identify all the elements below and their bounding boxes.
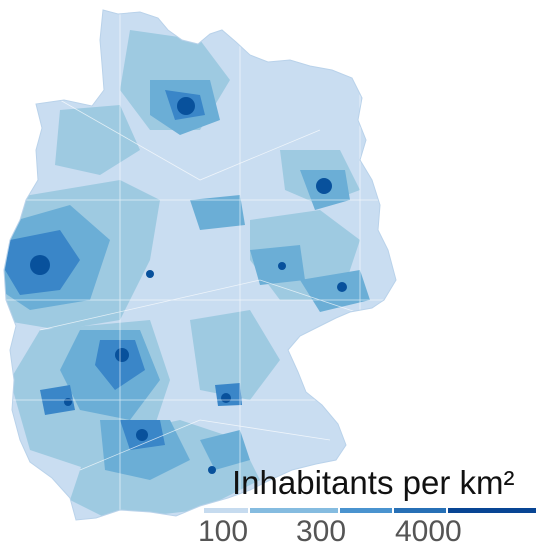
legend-label-100: 100 <box>198 515 249 548</box>
legend-bar-5 <box>448 508 536 513</box>
legend-bar-4 <box>394 508 446 513</box>
legend-bar-2 <box>250 508 338 513</box>
legend-bar-1 <box>204 508 248 513</box>
legend-title: Inhabitants per km² <box>232 464 515 501</box>
legend-label-300: 300 <box>296 515 347 548</box>
density-darkest-regions <box>30 97 347 474</box>
germany-outline <box>3 9 397 521</box>
legend-label-4000: 4000 <box>395 515 462 548</box>
legend-bar-3 <box>340 508 392 513</box>
